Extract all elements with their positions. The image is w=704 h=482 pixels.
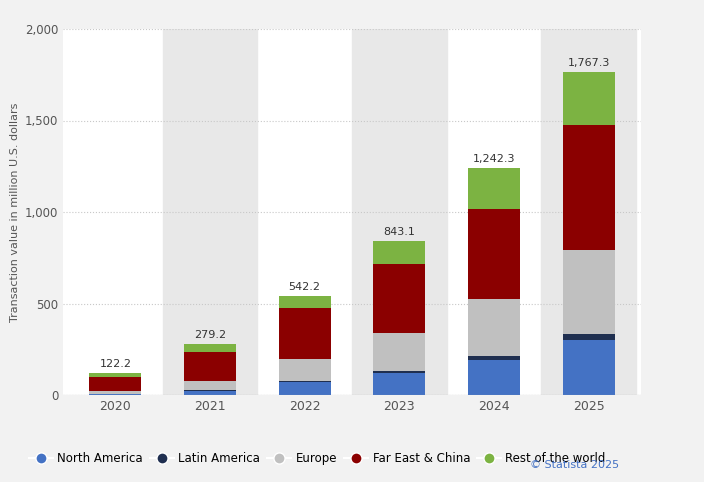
Bar xyxy=(184,390,236,395)
Bar xyxy=(541,29,636,395)
Bar xyxy=(279,359,331,381)
Bar xyxy=(468,356,520,360)
Text: © Statista 2025: © Statista 2025 xyxy=(530,460,620,470)
Bar xyxy=(468,299,520,356)
Bar xyxy=(373,333,425,371)
Bar xyxy=(562,334,615,340)
Text: 542.2: 542.2 xyxy=(289,282,321,292)
Bar xyxy=(562,250,615,334)
Bar xyxy=(373,371,425,373)
Bar xyxy=(163,29,258,395)
Bar xyxy=(468,168,520,209)
Bar xyxy=(373,373,425,395)
Bar xyxy=(562,71,615,125)
Text: 1,242.3: 1,242.3 xyxy=(472,154,515,164)
Bar xyxy=(562,125,615,250)
Bar xyxy=(279,296,331,308)
Bar xyxy=(89,373,142,377)
Bar xyxy=(468,209,520,299)
Legend: North America, Latin America, Europe, Far East & China, Rest of the world: North America, Latin America, Europe, Fa… xyxy=(29,453,606,466)
Text: 279.2: 279.2 xyxy=(194,331,226,340)
Bar xyxy=(562,340,615,395)
Bar xyxy=(89,394,142,395)
Text: 1,767.3: 1,767.3 xyxy=(567,58,610,68)
Bar xyxy=(184,344,236,352)
Bar xyxy=(279,381,331,382)
Bar xyxy=(352,29,446,395)
Bar xyxy=(279,308,331,359)
Text: 843.1: 843.1 xyxy=(384,227,415,237)
Bar xyxy=(373,264,425,333)
Bar xyxy=(89,390,142,394)
Bar xyxy=(184,381,236,390)
Bar xyxy=(468,360,520,395)
Bar xyxy=(184,352,236,381)
Bar xyxy=(279,382,331,395)
Bar xyxy=(373,241,425,264)
Text: 122.2: 122.2 xyxy=(99,359,132,369)
Y-axis label: Transaction value in million U.S. dollars: Transaction value in million U.S. dollar… xyxy=(10,102,20,322)
Bar xyxy=(89,377,142,390)
